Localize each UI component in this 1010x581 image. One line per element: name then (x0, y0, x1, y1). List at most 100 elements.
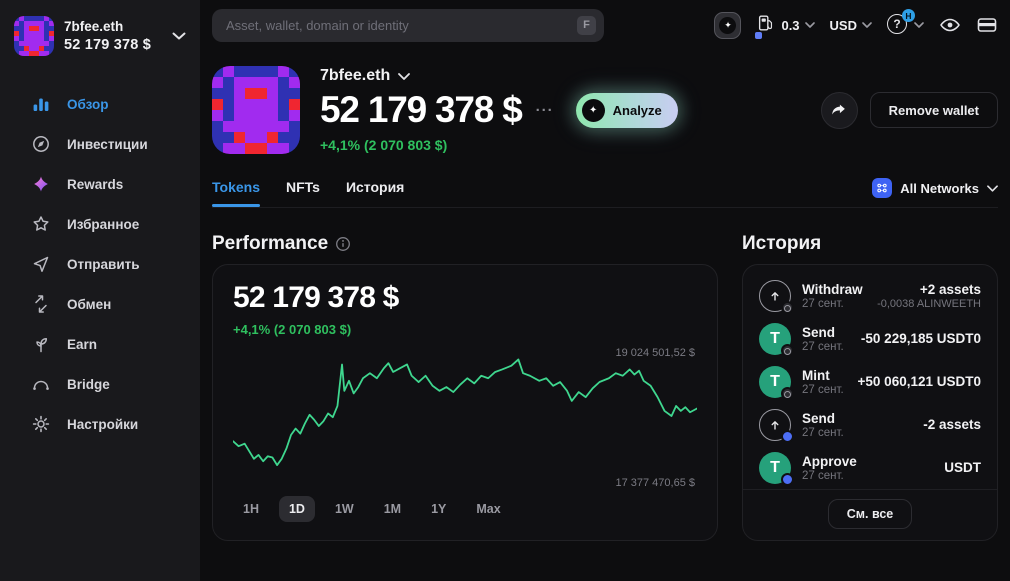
sidebar-item-label: Rewards (67, 176, 124, 192)
chevron-down-icon (914, 22, 924, 28)
sidebar-item-overview[interactable]: Обзор (0, 84, 200, 124)
sidebar-item-swap[interactable]: Обмен (0, 284, 200, 324)
portfolio-change: +4,1% (2 070 803 $) (320, 137, 448, 153)
range-1y[interactable]: 1Y (421, 496, 456, 522)
performance-balance: 52 179 378 $ (233, 281, 399, 314)
wallet-avatar (14, 16, 54, 56)
range-max[interactable]: Max (466, 496, 510, 522)
help-menu[interactable]: ? H (887, 9, 924, 36)
performance-change: +4,1% (2 070 803 $) (233, 322, 352, 337)
range-1d[interactable]: 1D (278, 496, 315, 522)
sidebar-item-label: Обзор (67, 96, 109, 112)
sidebar-nav: Обзор Инвестиции Rewards Избранное (0, 84, 200, 444)
wallet-switcher-text: 7bfee.eth 52 179 378 $ (64, 19, 166, 53)
sparkle-icon (30, 173, 52, 195)
search-placeholder: Asset, wallet, domain or identity (226, 17, 409, 33)
eye-icon (940, 18, 960, 32)
network-badge-icon (781, 429, 794, 443)
network-filter-label: All Networks (900, 180, 979, 196)
perks-button[interactable]: ✦ (714, 11, 742, 39)
sidebar-item-bridge[interactable]: Bridge (0, 364, 200, 404)
gas-pump-icon (755, 13, 776, 39)
sidebar-item-settings[interactable]: Настройки (0, 404, 200, 444)
topbar-actions: ✦ 0.3 USD ? H (714, 9, 998, 39)
tabs-row: Tokens NFTs История All Networks (212, 178, 998, 208)
history-item[interactable]: Withdraw 27 сент. +2 assets -0,0038 ALIN… (743, 274, 997, 317)
more-options-button[interactable]: ··· (535, 101, 554, 119)
history-item[interactable]: T Mint 27 сент. +50 060,121 USDT0 (743, 360, 997, 403)
content-columns: Performance 52 179 378 $ +4,1% (2 070 80… (212, 230, 998, 541)
history-item[interactable]: Send 27 сент. -2 assets (743, 403, 997, 446)
swap-icon (30, 293, 52, 315)
card-button[interactable] (976, 14, 998, 36)
chevron-down-icon (987, 184, 998, 192)
tab-nfts[interactable]: NFTs (285, 179, 320, 195)
analyze-button[interactable]: ✦ Analyze (575, 92, 678, 128)
sidebar-item-earn[interactable]: Earn (0, 324, 200, 364)
history-section: История Withdraw 27 сент. (742, 230, 998, 541)
sidebar-item-send[interactable]: Отправить (0, 244, 200, 284)
tether-token-icon: T (759, 322, 794, 357)
currency-selector[interactable]: USD (830, 18, 872, 33)
star-icon (30, 213, 52, 235)
gas-price-selector[interactable]: 0.3 (755, 13, 815, 39)
analyze-spark-icon: ✦ (581, 98, 605, 122)
performance-section: Performance 52 179 378 $ +4,1% (2 070 80… (212, 230, 718, 541)
chevron-down-icon (804, 22, 815, 28)
network-filter[interactable]: All Networks (872, 178, 998, 207)
tether-token-icon: T (759, 365, 794, 400)
currency-value: USD (829, 17, 857, 33)
card-icon (977, 18, 997, 32)
wallet-name: 7bfee.eth (320, 67, 391, 84)
sidebar-item-label: Отправить (67, 256, 140, 272)
wallet-name-dropdown[interactable]: 7bfee.eth (320, 67, 678, 85)
share-arrow-icon (832, 104, 846, 115)
topbar: Asset, wallet, domain or identity F ✦ 0.… (212, 0, 998, 50)
line-chart (233, 345, 697, 487)
wallet-balance: 52 179 378 $ (64, 37, 152, 53)
share-button[interactable] (820, 91, 858, 129)
performance-chart[interactable]: 19 024 501,52 $ 17 377 470,65 $ (233, 345, 697, 489)
chevron-down-icon (398, 72, 411, 80)
wallet-switcher[interactable]: 7bfee.eth 52 179 378 $ (0, 14, 200, 70)
network-badge-icon (781, 472, 794, 486)
clock-badge-icon (781, 300, 794, 314)
network-badge-icon (781, 386, 794, 400)
tab-tokens[interactable]: Tokens (212, 179, 260, 207)
history-card: Withdraw 27 сент. +2 assets -0,0038 ALIN… (742, 264, 998, 541)
network-badge-icon (781, 343, 794, 357)
privacy-eye-button[interactable] (939, 14, 961, 36)
wallet-name: 7bfee.eth (64, 19, 124, 34)
wallet-hero-actions: Remove wallet (820, 91, 998, 129)
sidebar-item-favorites[interactable]: Избранное (0, 204, 200, 244)
chevron-down-icon (172, 32, 186, 40)
range-1m[interactable]: 1M (374, 496, 411, 522)
sidebar-item-label: Bridge (67, 376, 110, 392)
networks-grid-icon (872, 178, 893, 198)
range-1h[interactable]: 1H (233, 496, 269, 522)
sidebar-item-rewards[interactable]: Rewards (0, 164, 200, 204)
range-1w[interactable]: 1W (325, 496, 364, 522)
remove-wallet-button[interactable]: Remove wallet (869, 92, 998, 128)
compass-icon (30, 133, 52, 155)
withdraw-icon (759, 279, 794, 314)
see-all-button[interactable]: См. все (827, 499, 913, 529)
history-item[interactable]: T Send 27 сент. -50 229,185 USDT0 (743, 317, 997, 360)
gas-network-dot (755, 31, 763, 39)
sidebar: 7bfee.eth 52 179 378 $ Обзор Инвестиции (0, 0, 200, 581)
gas-price-value: 0.3 (781, 17, 800, 33)
history-item[interactable]: T Approve 27 сент. USDT (743, 446, 997, 489)
tab-history[interactable]: История (345, 179, 405, 195)
sidebar-item-label: Настройки (67, 416, 139, 432)
help-icon: ? (887, 14, 907, 34)
sidebar-item-investments[interactable]: Инвестиции (0, 124, 200, 164)
chart-low-label: 17 377 470,65 $ (613, 477, 697, 489)
search-shortcut-key: F (577, 15, 596, 35)
sprout-icon (30, 333, 52, 355)
time-range-selector: 1H 1D 1W 1M 1Y Max (233, 496, 697, 522)
bar-chart-icon (30, 93, 52, 115)
search-input[interactable]: Asset, wallet, domain or identity F (212, 8, 604, 42)
send-icon (30, 253, 52, 275)
info-icon[interactable] (335, 236, 351, 252)
